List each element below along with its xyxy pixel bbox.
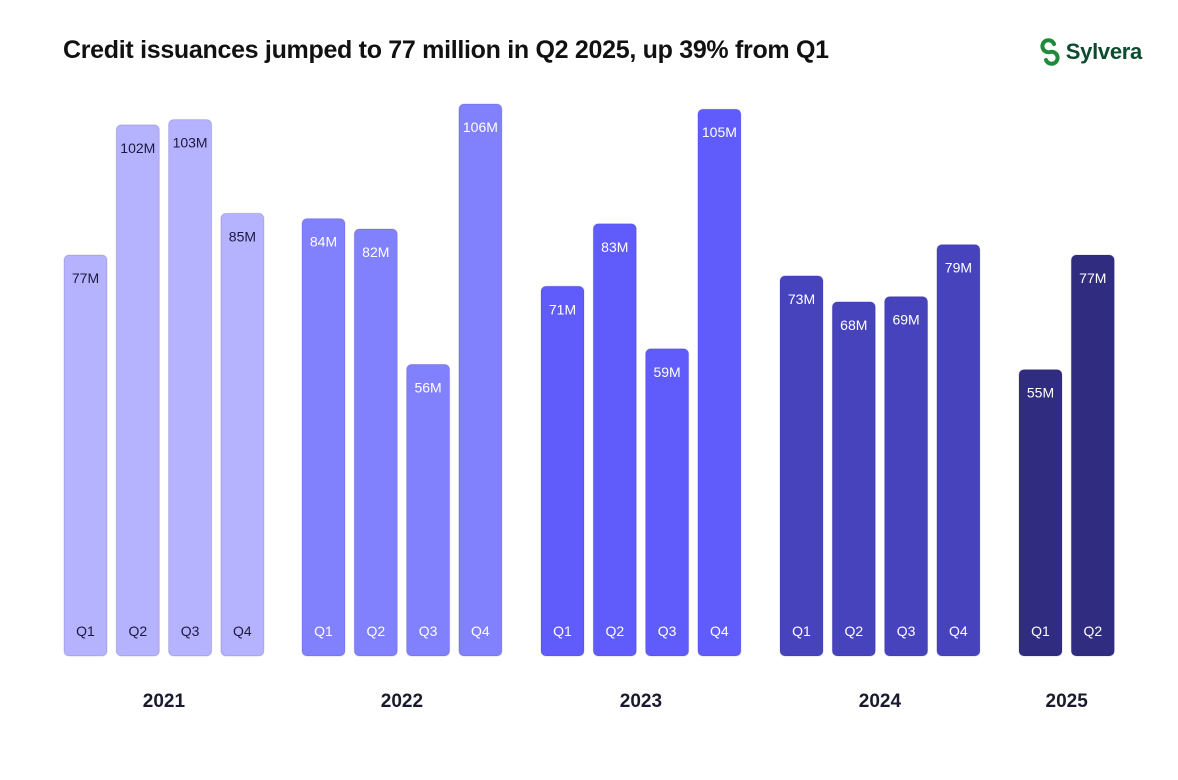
quarter-label-2024-q2: Q2 (844, 623, 863, 639)
year-group-2023: 71M Q1 83M Q2 59M Q3 105M Q4 2023 (540, 108, 742, 712)
year-group-2021: 77M Q1 102M Q2 103M Q3 85M Q4 2021 (63, 119, 265, 712)
value-label-2021-q4: 85M (229, 228, 256, 244)
quarter-label-2022-q3: Q3 (419, 623, 438, 639)
value-label-2025-q2: 77M (1079, 270, 1106, 286)
bar-2022-q1 (301, 218, 346, 657)
year-label-2021: 2021 (143, 691, 186, 712)
bar-2025-q2 (1070, 254, 1115, 657)
quarter-label-2023-q1: Q1 (553, 623, 572, 639)
value-label-2024-q4: 79M (945, 260, 972, 276)
bar-2025-q1 (1018, 369, 1063, 657)
quarter-label-2024-q3: Q3 (897, 623, 916, 639)
quarter-label-2024-q4: Q4 (949, 623, 968, 639)
value-label-2023-q2: 83M (601, 239, 628, 255)
bar-2024-q1 (779, 275, 824, 657)
year-group-2024: 73M Q1 68M Q2 69M Q3 79M Q4 2024 (779, 244, 981, 712)
quarter-label-2021-q4: Q4 (233, 623, 252, 639)
year-group-2025: 55M Q1 77M Q2 2025 (1018, 254, 1115, 712)
quarter-label-2021-q3: Q3 (181, 623, 200, 639)
value-label-2021-q1: 77M (72, 270, 99, 286)
value-label-2024-q2: 68M (840, 317, 867, 333)
chart-title: Credit issuances jumped to 77 million in… (63, 36, 829, 64)
value-label-2022-q2: 82M (362, 244, 389, 260)
quarter-label-2024-q1: Q1 (792, 623, 811, 639)
value-label-2023-q4: 105M (702, 124, 737, 140)
quarter-label-2023-q4: Q4 (710, 623, 729, 639)
bar-2022-q4 (458, 103, 503, 657)
bar-2023-q3 (645, 348, 690, 657)
year-group-2022: 84M Q1 82M Q2 56M Q3 106M Q4 2022 (301, 103, 503, 712)
value-label-2021-q3: 103M (173, 135, 208, 151)
quarter-label-2022-q4: Q4 (471, 623, 490, 639)
quarter-label-2022-q2: Q2 (366, 623, 385, 639)
bar-2021-q4 (220, 212, 265, 657)
value-label-2024-q1: 73M (788, 291, 815, 307)
quarter-label-2025-q1: Q1 (1031, 623, 1050, 639)
value-label-2022-q1: 84M (310, 234, 337, 250)
year-label-2025: 2025 (1046, 691, 1089, 712)
sylvera-s-logo-icon (1040, 38, 1060, 66)
quarter-label-2023-q3: Q3 (658, 623, 677, 639)
year-label-2023: 2023 (620, 691, 662, 712)
quarter-label-2021-q2: Q2 (128, 623, 147, 639)
bar-2023-q4 (697, 108, 742, 657)
quarter-label-2025-q2: Q2 (1083, 623, 1102, 639)
value-label-2022-q3: 56M (414, 379, 441, 395)
bar-2022-q3 (406, 363, 451, 657)
value-label-2023-q1: 71M (549, 301, 576, 317)
bar-2021-q1 (63, 254, 108, 657)
value-label-2024-q3: 69M (892, 312, 919, 328)
bar-2021-q2 (115, 124, 160, 657)
year-label-2022: 2022 (381, 691, 423, 712)
bar-2023-q2 (592, 223, 637, 657)
quarter-label-2022-q1: Q1 (314, 623, 333, 639)
bar-2023-q1 (540, 285, 585, 657)
quarter-label-2021-q1: Q1 (76, 623, 95, 639)
brand-logo: Sylvera (1039, 38, 1142, 66)
bar-2024-q2 (831, 301, 876, 657)
value-label-2025-q1: 55M (1027, 385, 1054, 401)
bar-2022-q2 (353, 228, 398, 657)
value-label-2021-q2: 102M (120, 140, 155, 156)
value-label-2022-q4: 106M (463, 119, 498, 135)
quarter-label-2023-q2: Q2 (605, 623, 624, 639)
brand-name: Sylvera (1065, 39, 1143, 64)
value-label-2023-q3: 59M (653, 364, 680, 380)
bar-2024-q4 (936, 244, 981, 657)
bar-2021-q3 (168, 119, 213, 657)
year-label-2024: 2024 (859, 691, 902, 712)
bar-2024-q3 (884, 296, 929, 657)
